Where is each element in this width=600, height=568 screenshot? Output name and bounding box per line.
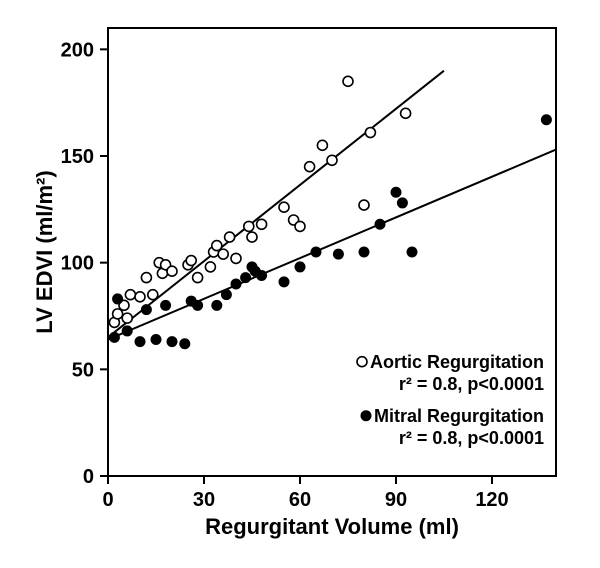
y-tick-label: 150 (61, 146, 94, 168)
data-point (359, 247, 369, 257)
y-tick-label: 50 (72, 359, 94, 381)
data-point (231, 279, 241, 289)
data-point (141, 273, 151, 283)
data-point (113, 309, 123, 319)
data-point (193, 300, 203, 310)
data-point (122, 326, 132, 336)
legend-stat: r² = 0.8, p<0.0001 (399, 374, 544, 394)
y-tick-label: 100 (61, 253, 94, 275)
data-point (333, 249, 343, 259)
data-point (257, 219, 267, 229)
data-point (401, 108, 411, 118)
data-point (305, 162, 315, 172)
x-axis-label: Regurgitant Volume (ml) (205, 514, 459, 539)
data-point (397, 198, 407, 208)
data-point (244, 221, 254, 231)
data-point (391, 187, 401, 197)
legend-marker-filled (361, 411, 371, 421)
data-point (407, 247, 417, 257)
data-point (221, 290, 231, 300)
data-point (225, 232, 235, 242)
data-point (365, 128, 375, 138)
legend-stat: r² = 0.8, p<0.0001 (399, 428, 544, 448)
data-point (241, 273, 251, 283)
x-tick-label: 60 (289, 489, 311, 511)
data-point (359, 200, 369, 210)
data-point (295, 221, 305, 231)
data-point (257, 270, 267, 280)
data-point (541, 115, 551, 125)
x-tick-label: 120 (475, 489, 508, 511)
data-point (141, 305, 151, 315)
data-point (109, 332, 119, 342)
data-point (212, 300, 222, 310)
data-point (327, 155, 337, 165)
data-point (317, 140, 327, 150)
data-point (247, 232, 257, 242)
y-axis-label: LV EDVI (ml/m²) (32, 170, 57, 333)
data-point (279, 202, 289, 212)
data-point (122, 313, 132, 323)
scatter-chart: 0 30 60 90 120 0 50 100 150 200 Regurgitant Volume… (0, 0, 600, 568)
data-point (295, 262, 305, 272)
data-point (218, 249, 228, 259)
legend-label: Aortic Regurgitation (370, 352, 544, 372)
y-tick-label: 0 (83, 466, 94, 488)
data-point (375, 219, 385, 229)
data-point (161, 300, 171, 310)
legend-label: Mitral Regurgitation (374, 406, 544, 426)
data-point (125, 290, 135, 300)
data-point (180, 339, 190, 349)
x-tick-label: 0 (102, 489, 113, 511)
data-point (279, 277, 289, 287)
data-point (343, 76, 353, 86)
data-point (113, 294, 123, 304)
legend-marker-open (357, 357, 367, 367)
y-tick-label: 200 (61, 39, 94, 61)
data-point (148, 290, 158, 300)
chart-svg: 0 30 60 90 120 0 50 100 150 200 Regurgitant Volume… (0, 0, 600, 568)
data-point (135, 337, 145, 347)
data-point (231, 253, 241, 263)
data-point (311, 247, 321, 257)
data-point (205, 262, 215, 272)
x-tick-label: 90 (385, 489, 407, 511)
x-tick-label: 30 (193, 489, 215, 511)
data-point (135, 292, 145, 302)
data-point (167, 266, 177, 276)
data-point (212, 241, 222, 251)
data-point (151, 334, 161, 344)
data-point (193, 273, 203, 283)
data-point (167, 337, 177, 347)
data-point (186, 256, 196, 266)
